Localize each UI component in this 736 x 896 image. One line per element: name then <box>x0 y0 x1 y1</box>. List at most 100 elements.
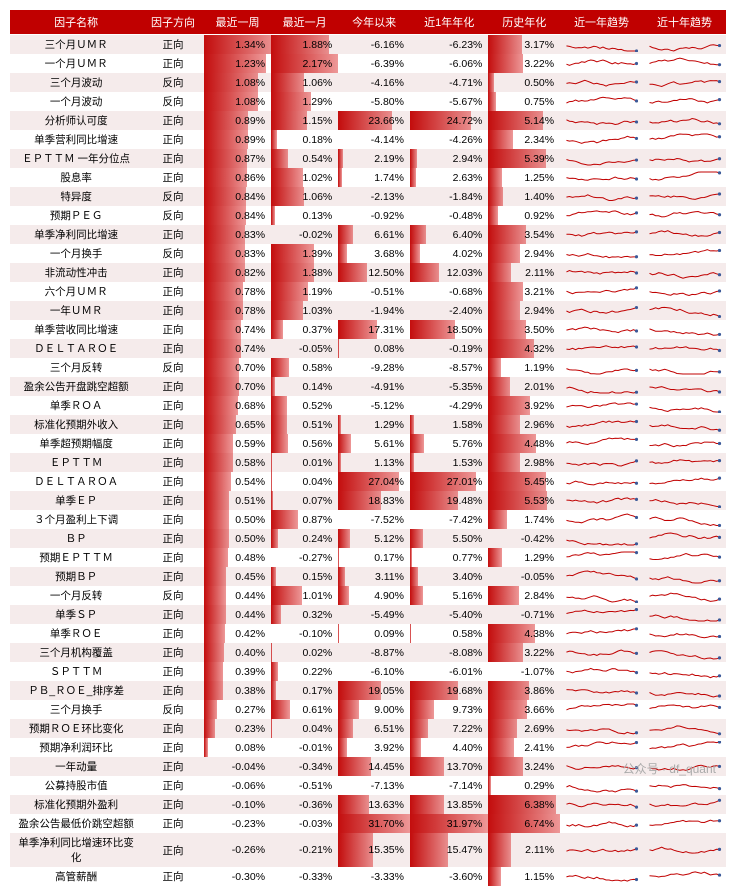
pct-week: -0.06% <box>204 776 271 795</box>
factor-name: 一年动量 <box>10 757 142 776</box>
pct-month: 1.15% <box>271 111 338 130</box>
trend-10y <box>643 548 726 567</box>
pct-week: 0.44% <box>204 586 271 605</box>
pct-hist: 3.17% <box>488 35 560 55</box>
pct-week: 0.45% <box>204 567 271 586</box>
factor-name: 三个月换手 <box>10 700 142 719</box>
factor-direction: 正向 <box>142 149 204 168</box>
table-row: 预期ＲＯＥ环比变化正向0.23%0.04%6.51%7.22%2.69% <box>10 719 726 738</box>
factor-direction: 正向 <box>142 453 204 472</box>
pct-month: 1.19% <box>271 282 338 301</box>
pct-y1: -4.29% <box>410 396 488 415</box>
pct-ytd: -7.52% <box>338 510 410 529</box>
factor-name: ＳＰＴＴＭ <box>10 662 142 681</box>
factor-name: 标准化预期外收入 <box>10 415 142 434</box>
pct-hist: 2.96% <box>488 415 560 434</box>
pct-ytd: 27.04% <box>338 472 410 491</box>
factor-name: ＰＢ_ＲＯＥ_排序差 <box>10 681 142 700</box>
trend-10y <box>643 833 726 867</box>
factor-direction: 正向 <box>142 833 204 867</box>
trend-10y <box>643 453 726 472</box>
pct-ytd: 19.05% <box>338 681 410 700</box>
factor-direction: 正向 <box>142 320 204 339</box>
trend-1y <box>560 73 643 92</box>
factor-direction: 正向 <box>142 130 204 149</box>
trend-10y <box>643 73 726 92</box>
factor-name: ＥＰＴＴＭ 一年分位点 <box>10 149 142 168</box>
trend-10y <box>643 510 726 529</box>
pct-hist: 4.48% <box>488 434 560 453</box>
pct-y1: 15.47% <box>410 833 488 867</box>
trend-10y <box>643 567 726 586</box>
table-row: ＥＰＴＴＭ 一年分位点正向0.87%0.54%2.19%2.94%5.39% <box>10 149 726 168</box>
pct-ytd: 18.83% <box>338 491 410 510</box>
pct-hist: 3.22% <box>488 643 560 662</box>
pct-hist: 0.92% <box>488 206 560 225</box>
pct-month: -0.05% <box>271 339 338 358</box>
pct-month: 0.54% <box>271 149 338 168</box>
trend-10y <box>643 244 726 263</box>
pct-hist: -0.71% <box>488 605 560 624</box>
factor-direction: 正向 <box>142 263 204 282</box>
trend-1y <box>560 681 643 700</box>
trend-10y <box>643 643 726 662</box>
table-row: 六个月ＵＭＲ正向0.78%1.19%-0.51%-0.68%3.21% <box>10 282 726 301</box>
trend-10y <box>643 434 726 453</box>
pct-ytd: 5.12% <box>338 529 410 548</box>
factor-direction: 正向 <box>142 35 204 55</box>
pct-week: 0.40% <box>204 643 271 662</box>
pct-month: 0.58% <box>271 358 338 377</box>
pct-ytd: 1.13% <box>338 453 410 472</box>
table-row: 单季净利同比增速环比变化正向-0.26%-0.21%15.35%15.47%2.… <box>10 833 726 867</box>
pct-y1: 27.01% <box>410 472 488 491</box>
pct-hist: 6.74% <box>488 814 560 833</box>
pct-y1: 0.58% <box>410 624 488 643</box>
pct-ytd: 6.61% <box>338 225 410 244</box>
trend-10y <box>643 757 726 776</box>
trend-1y <box>560 757 643 776</box>
pct-hist: 2.41% <box>488 738 560 757</box>
pct-y1: 1.53% <box>410 453 488 472</box>
pct-month: 1.88% <box>271 35 338 55</box>
factor-name: 预期ＥＰＴＴＭ <box>10 548 142 567</box>
pct-ytd: 4.90% <box>338 586 410 605</box>
factor-name: 单季净利同比增速环比变化 <box>10 833 142 867</box>
col-header-1: 因子方向 <box>142 10 204 35</box>
table-row: 分析师认可度正向0.89%1.15%23.66%24.72%5.14% <box>10 111 726 130</box>
pct-week: 0.50% <box>204 510 271 529</box>
pct-month: -0.27% <box>271 548 338 567</box>
trend-10y <box>643 282 726 301</box>
pct-week: 0.78% <box>204 301 271 320</box>
pct-y1: 31.97% <box>410 814 488 833</box>
factor-direction: 正向 <box>142 867 204 886</box>
trend-1y <box>560 586 643 605</box>
pct-hist: 3.21% <box>488 282 560 301</box>
pct-week: 0.78% <box>204 282 271 301</box>
trend-1y <box>560 149 643 168</box>
trend-10y <box>643 624 726 643</box>
trend-10y <box>643 529 726 548</box>
pct-month: 0.51% <box>271 415 338 434</box>
pct-hist: 1.19% <box>488 358 560 377</box>
trend-1y <box>560 301 643 320</box>
pct-week: 1.23% <box>204 54 271 73</box>
factor-name: 公募持股市值 <box>10 776 142 795</box>
pct-week: 0.89% <box>204 130 271 149</box>
pct-y1: 5.16% <box>410 586 488 605</box>
factor-name: 单季营收同比增速 <box>10 320 142 339</box>
pct-ytd: 3.68% <box>338 244 410 263</box>
pct-ytd: -8.87% <box>338 643 410 662</box>
pct-y1: -8.57% <box>410 358 488 377</box>
pct-week: 0.74% <box>204 339 271 358</box>
trend-1y <box>560 263 643 282</box>
factor-direction: 正向 <box>142 168 204 187</box>
trend-1y <box>560 833 643 867</box>
pct-hist: 3.50% <box>488 320 560 339</box>
trend-1y <box>560 605 643 624</box>
pct-week: 0.23% <box>204 719 271 738</box>
pct-month: 0.24% <box>271 529 338 548</box>
table-body: 三个月ＵＭＲ正向1.34%1.88%-6.16%-6.23%3.17%一个月ＵＭ… <box>10 35 726 887</box>
trend-1y <box>560 396 643 415</box>
factor-table: 因子名称因子方向最近一周最近一月今年以来近1年年化历史年化近一年趋势近十年趋势 … <box>10 10 726 886</box>
pct-month: 0.04% <box>271 472 338 491</box>
